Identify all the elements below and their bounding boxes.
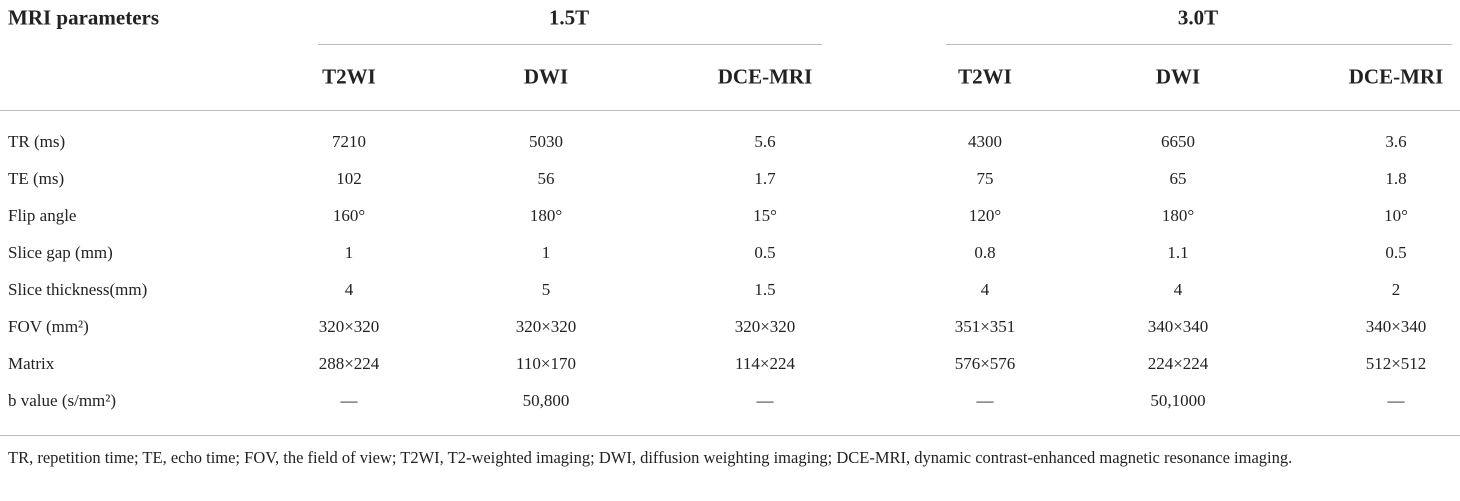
- table-cell: 5030: [529, 132, 563, 151]
- table-cell: —: [1387, 391, 1405, 410]
- group-rule: [946, 44, 1452, 45]
- table-cell: 110×170: [516, 354, 576, 373]
- table-cell: 50,800: [522, 391, 570, 410]
- table-cell: 180°: [1161, 206, 1195, 225]
- row-label: TE (ms): [8, 169, 65, 188]
- table-cell: 1: [344, 243, 354, 262]
- table-cell: 1: [541, 243, 551, 262]
- table-cell: 4: [1173, 280, 1183, 299]
- table-cell: 0.5: [754, 243, 776, 262]
- row-label: Slice gap (mm): [8, 243, 113, 262]
- row-label: Matrix: [8, 354, 55, 373]
- table-cell: 320×320: [318, 317, 380, 336]
- column-header: DWI: [523, 64, 569, 89]
- column-header: T2WI: [322, 64, 376, 89]
- table-cell: 320×320: [515, 317, 577, 336]
- table-cell: 7210: [332, 132, 366, 151]
- table-cell: —: [340, 391, 358, 410]
- table-cell: 114×224: [735, 354, 795, 373]
- table-cell: 102: [336, 169, 362, 188]
- table-cell: 1.7: [754, 169, 776, 188]
- table-cell: 56: [537, 169, 555, 188]
- header-rule: [0, 110, 1460, 111]
- row-label: b value (s/mm²): [8, 391, 117, 410]
- table-cell: 120°: [968, 206, 1002, 225]
- row-label: Slice thickness(mm): [8, 280, 148, 299]
- table-cell: 351×351: [954, 317, 1016, 336]
- table-cell: 5.6: [754, 132, 776, 151]
- table-cell: 1.5: [754, 280, 776, 299]
- table-cell: 512×512: [1365, 354, 1427, 373]
- table-cell: 0.5: [1385, 243, 1407, 262]
- group-rule: [318, 44, 822, 45]
- column-header: T2WI: [958, 64, 1012, 89]
- group-header: 1.5T: [548, 5, 590, 30]
- table-cell: 180°: [529, 206, 563, 225]
- row-label: FOV (mm²): [8, 317, 89, 336]
- table-cell: 15°: [753, 206, 777, 225]
- bottom-rule: [0, 435, 1460, 436]
- column-header: DWI: [1155, 64, 1201, 89]
- table-cell: 224×224: [1147, 354, 1209, 373]
- table-cell: 75: [976, 169, 994, 188]
- table-cell: 576×576: [954, 354, 1016, 373]
- column-header: DCE-MRI: [1348, 64, 1444, 89]
- table-cell: 4300: [968, 132, 1002, 151]
- table-cell: 1.1: [1167, 243, 1189, 262]
- table-cell: 160°: [332, 206, 366, 225]
- table-cell: 288×224: [318, 354, 380, 373]
- table-cell: 3.6: [1385, 132, 1407, 151]
- table-cell: 65: [1169, 169, 1187, 188]
- table-cell: 4: [980, 280, 990, 299]
- table-cell: —: [756, 391, 774, 410]
- table-cell: 1.8: [1385, 169, 1407, 188]
- table-cell: 10°: [1384, 206, 1408, 225]
- table-cell: 4: [344, 280, 354, 299]
- table-cell: 5: [541, 280, 551, 299]
- table-cell: —: [976, 391, 994, 410]
- footnote: TR, repetition time; TE, echo time; FOV,…: [8, 448, 1293, 467]
- table-cell: 320×320: [734, 317, 796, 336]
- table-cell: 0.8: [974, 243, 996, 262]
- table-cell: 6650: [1161, 132, 1195, 151]
- row-label: Flip angle: [8, 206, 77, 225]
- row-label: TR (ms): [8, 132, 66, 151]
- column-header: DCE-MRI: [717, 64, 813, 89]
- table-cell: 340×340: [1365, 317, 1427, 336]
- table-cell: 50,1000: [1150, 391, 1206, 410]
- table-title: MRI parameters: [8, 5, 160, 30]
- table-cell: 2: [1391, 280, 1401, 299]
- table-cell: 340×340: [1147, 317, 1209, 336]
- group-header: 3.0T: [1177, 5, 1219, 30]
